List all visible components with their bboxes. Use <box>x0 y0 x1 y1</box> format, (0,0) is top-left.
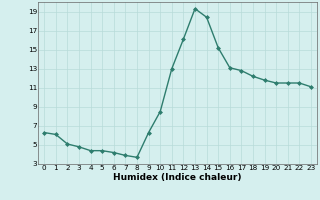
X-axis label: Humidex (Indice chaleur): Humidex (Indice chaleur) <box>113 173 242 182</box>
